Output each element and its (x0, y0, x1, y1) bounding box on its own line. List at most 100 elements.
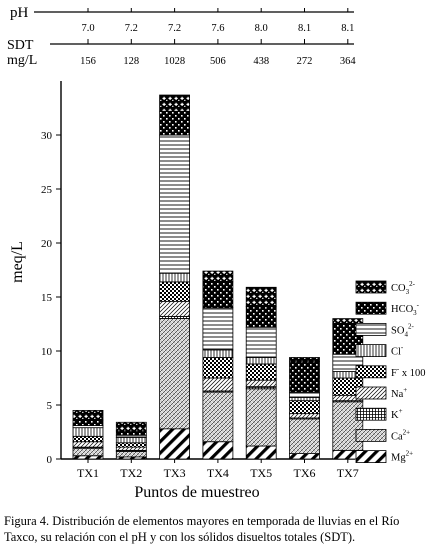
legend-label: F- x 100 (391, 365, 425, 379)
bar-segment (289, 357, 320, 363)
ph-value: 8.0 (255, 23, 268, 34)
legend-swatch (355, 301, 387, 315)
legend-swatch (355, 344, 387, 358)
sdt-value: 438 (253, 56, 269, 67)
legend-swatch (355, 428, 387, 442)
sdt-value: 128 (123, 56, 139, 67)
legend-label: HCO3- (391, 301, 420, 317)
bar-segment (245, 357, 277, 365)
bar-segment (72, 435, 104, 443)
legend-swatch (355, 407, 387, 421)
bar-segment (72, 419, 104, 426)
bar-segment (115, 442, 147, 448)
x-tick-label: TX3 (164, 466, 186, 480)
bar-segment (289, 418, 320, 455)
y-tick-label: 30 (41, 130, 53, 142)
bar-segment (202, 377, 234, 392)
bar-segment (245, 388, 277, 447)
sdt-value: 364 (340, 56, 357, 67)
bar-segment (245, 363, 277, 381)
bar-segment (202, 391, 234, 443)
legend-swatch (355, 280, 387, 294)
legend-label: SO42- (391, 322, 414, 338)
bar-segment (159, 281, 191, 302)
y-tick-label: 0 (47, 454, 53, 466)
y-axis-label: meq/L (9, 241, 26, 283)
y-tick-label: 5 (47, 400, 53, 412)
bar-segment (245, 306, 277, 328)
sdt-unit: mg/L (7, 53, 37, 68)
bar-segment (202, 349, 234, 358)
bar-segment (115, 421, 147, 432)
legend-swatch (355, 450, 387, 464)
legend-label: Cl- (391, 344, 404, 358)
x-tick-label: TX5 (250, 466, 272, 480)
ph-value: 7.0 (81, 23, 94, 34)
bar-segment (289, 397, 320, 402)
bar-segment (289, 391, 320, 398)
legend-label: Mg2+ (391, 450, 413, 464)
bar-segment (245, 286, 277, 308)
header-table: pH 7.0 7.2 7.2 7.6 8.0 8.1 8.1 SDT mg/L 156 128… (7, 5, 356, 68)
bar-segment (159, 300, 191, 317)
x-tick-label: TX6 (294, 466, 316, 480)
bar-segment (202, 357, 234, 379)
legend-label: K+ (391, 407, 403, 421)
bar-segment (115, 430, 147, 436)
bar-segment (202, 281, 234, 309)
sdt-value: 272 (297, 56, 313, 67)
bar-segment (72, 447, 104, 457)
bar-segment (159, 318, 191, 430)
sdt-label: SDT (7, 38, 34, 53)
bar-segment (245, 326, 277, 358)
legend: CO32- HCO3- SO42- Cl- F- x 100 Na+ K+ Ca2+ Mg2+ (355, 280, 425, 464)
sdt-value: 506 (210, 56, 226, 67)
bar-segment (245, 445, 277, 460)
x-tick-label: TX7 (337, 466, 359, 480)
bar-segment (159, 94, 191, 112)
y-tick-label: 15 (41, 292, 53, 304)
bar-segment (159, 428, 191, 460)
x-tick-label: TX1 (77, 466, 99, 480)
chart: pH 7.0 7.2 7.2 7.6 8.0 8.1 8.1 SDT mg/L 156 128… (7, 5, 425, 501)
legend-label: CO32- (391, 280, 416, 296)
x-tick-label: TX4 (207, 466, 229, 480)
bar-segment (72, 409, 104, 421)
ph-value: 8.1 (341, 23, 354, 34)
plot-area: 0 5 10 15 20 25 30 TX1 TX2 TX3 TX4 TX5 TX6 TX7 (41, 81, 364, 480)
ph-value: 8.1 (298, 23, 311, 34)
legend-label: Ca2+ (391, 428, 410, 442)
bar-segment (289, 361, 320, 393)
legend-label: Na+ (391, 386, 407, 400)
x-tick-label: TX2 (120, 466, 142, 480)
ph-value: 7.2 (168, 23, 181, 34)
legend-swatch (355, 365, 387, 379)
figure-caption: Figura 4. Distribución de elementos mayo… (4, 514, 400, 544)
bar-segment (115, 451, 147, 458)
bar-segment (115, 436, 147, 444)
bar-segment (159, 272, 191, 283)
bar-segment (159, 134, 191, 274)
bar-segment (72, 441, 104, 448)
bar-segment (245, 379, 277, 388)
y-tick-label: 25 (41, 184, 53, 196)
bar-segment (202, 307, 234, 351)
bar-segment (202, 441, 234, 460)
ph-label: pH (10, 5, 29, 21)
bar-segment (72, 455, 104, 460)
x-axis-label: Puntos de muestreo (134, 484, 259, 501)
bar-segment (115, 446, 147, 451)
bar-segment (289, 413, 320, 419)
y-tick-label: 10 (41, 346, 53, 358)
bar-segment (202, 270, 234, 283)
ph-value: 7.2 (125, 23, 138, 34)
y-tick-label: 20 (41, 238, 53, 250)
bar-segment (289, 400, 320, 415)
bar-segment (289, 453, 320, 460)
ph-value: 7.6 (211, 23, 224, 34)
bar-segment (72, 427, 104, 437)
sdt-value: 1028 (164, 56, 185, 67)
sdt-value: 156 (80, 56, 96, 67)
legend-swatch (355, 386, 387, 400)
legend-swatch (355, 322, 387, 336)
